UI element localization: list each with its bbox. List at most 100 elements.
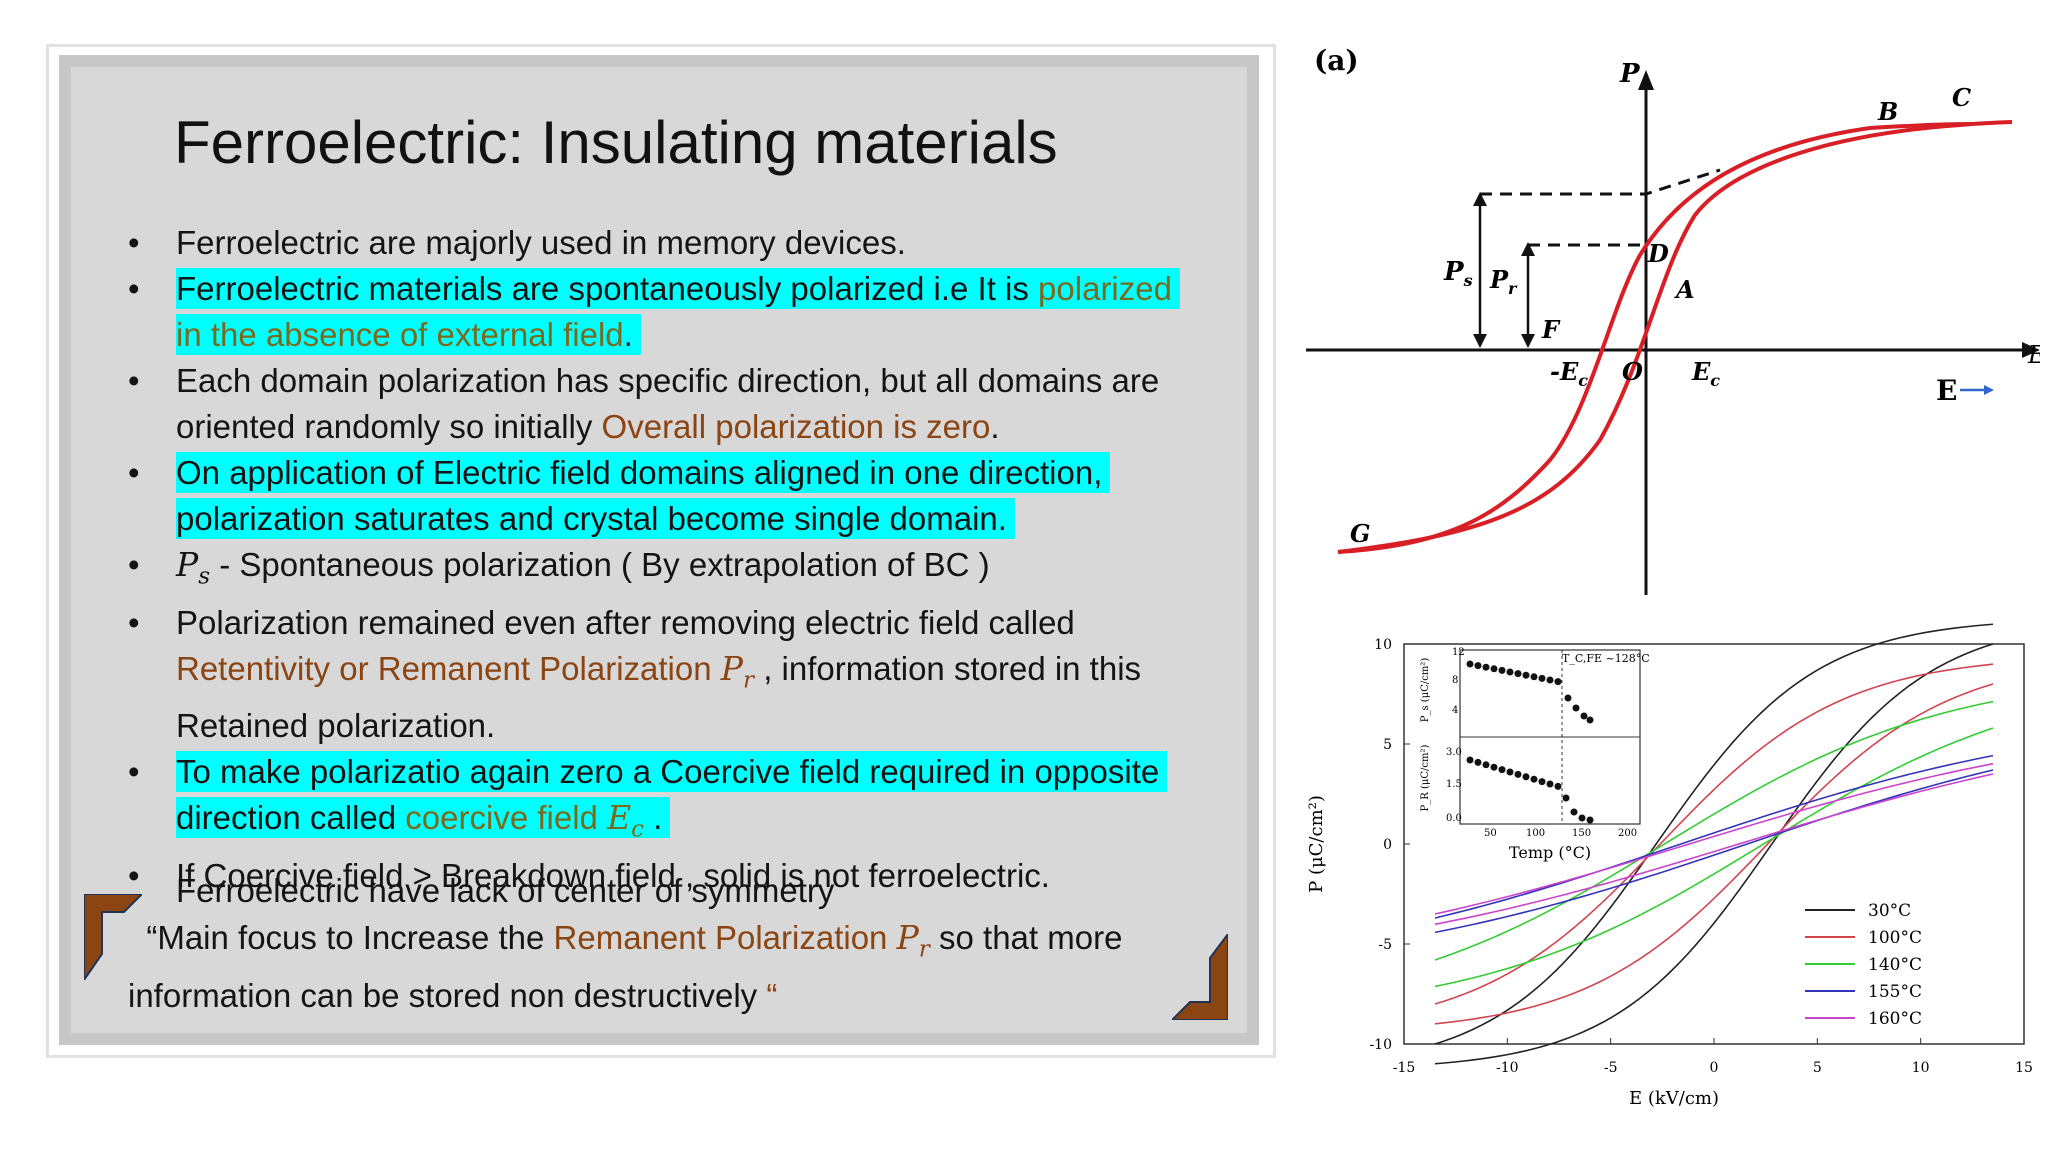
inset-tick: 1.5 (1446, 779, 1462, 790)
e-field-label: E (1936, 374, 1957, 407)
point-f: F (1541, 315, 1561, 344)
bullet-item: Ferroelectric are majorly used in memory… (128, 220, 1188, 266)
bullet-item: If Coercive field > Breakdown field , so… (128, 853, 1188, 899)
series-loop-descending (1434, 700, 1994, 961)
inset-bottom-point (1466, 756, 1474, 764)
point-d: D (1647, 239, 1669, 268)
legend-label: 30°C (1868, 901, 1911, 921)
inset-top-point (1482, 663, 1490, 671)
p-axis-label: P (1619, 59, 1641, 89)
legend-label: 155°C (1868, 982, 1922, 1002)
inset-top-point (1506, 668, 1514, 676)
bullet-list: Ferroelectric are majorly used in memory… (128, 220, 1188, 899)
legend-label: 140°C (1868, 955, 1922, 975)
inset-top-point (1530, 673, 1538, 681)
inset-tick: 4 (1452, 705, 1458, 716)
series-loop-descending (1434, 754, 1994, 919)
inset-top-point (1572, 704, 1580, 712)
inset-top-point (1514, 670, 1522, 678)
inset-bottom-point (1506, 768, 1514, 776)
inset-xtick: 50 (1484, 828, 1497, 839)
x-tick-label: 15 (2015, 1060, 2033, 1076)
inset-top-point (1466, 660, 1474, 668)
series-loop-descending (1434, 623, 1994, 1045)
inset-tick: 0.0 (1446, 813, 1462, 824)
pr-arrowhead-bottom (1521, 334, 1535, 348)
inset-bottom-point (1562, 794, 1570, 802)
series-loop-ascending (1434, 727, 1994, 988)
inset-tick: 3.0 (1446, 747, 1462, 758)
point-c: C (1952, 83, 1971, 112)
pr-label: Pr (1489, 265, 1518, 298)
inset-top-point (1554, 678, 1562, 686)
inset-bottom-point (1586, 816, 1594, 824)
inset-top-ylabel: P_s (μC/cm²) (1420, 658, 1431, 723)
tc-annotation: T_C,FE ~128°C (1562, 652, 1650, 665)
inset-bottom-point (1578, 814, 1586, 822)
bullet-item: Ps - Spontaneous polarization ( By extra… (128, 542, 1188, 600)
saturation-tail (1971, 120, 2013, 126)
inset-bottom-point (1546, 780, 1554, 788)
inset-xtick: 200 (1618, 828, 1637, 839)
inset-top-point (1522, 671, 1530, 679)
inset-top-point (1474, 662, 1482, 670)
corner-bracket-bottom-right (1172, 934, 1228, 1020)
inset-tick: 8 (1452, 675, 1458, 686)
neg-ec-label: -Ec (1550, 357, 1588, 390)
e-axis-label: E (2027, 341, 2040, 369)
y-tick-label: 5 (1383, 737, 1392, 753)
inset-top-point (1498, 666, 1506, 674)
slide-title: Ferroelectric: Insulating materials (174, 109, 1058, 176)
x-axis-label: E (kV/cm) (1629, 1088, 1719, 1109)
series-loop-ascending (1434, 643, 1994, 1065)
hysteresis-diagram: (a) E P Ps Pr D A B C F G O -Ec Ec E (1306, 44, 2040, 595)
e-field-arrowhead (1984, 385, 1994, 395)
e-axis-arrowhead (2022, 342, 2040, 358)
y-tick-label: -5 (1378, 937, 1392, 953)
y-tick-label: 10 (1374, 637, 1392, 653)
point-a: A (1674, 275, 1695, 304)
point-b: B (1877, 97, 1898, 126)
ps-arrowhead-top (1473, 192, 1487, 206)
point-g: G (1350, 519, 1371, 548)
series-loop-ascending (1434, 773, 1994, 926)
bullet-item: Ferroelectric materials are spontaneousl… (128, 266, 1188, 358)
inset-top-point (1538, 674, 1546, 682)
inset-xtick: 150 (1572, 828, 1591, 839)
quote-text: “Main focus to Increase the Remanent Pol… (128, 918, 1123, 1014)
x-tick-label: -15 (1393, 1060, 1416, 1076)
y-tick-label: -10 (1369, 1037, 1392, 1053)
x-tick-label: -5 (1604, 1060, 1618, 1076)
inset-tick: 12 (1452, 647, 1465, 658)
inset-bottom-point (1530, 775, 1538, 783)
inset-top-point (1586, 716, 1594, 724)
ps-arrowhead-bottom (1473, 334, 1487, 348)
inset-bottom-point (1522, 773, 1530, 781)
origin-label: O (1622, 357, 1643, 386)
inset-bottom-point (1498, 766, 1506, 774)
inset-bottom-point (1474, 758, 1482, 766)
p-axis-arrowhead (1638, 70, 1654, 90)
inset-top-point (1564, 694, 1572, 702)
ps-extrapolation-line (1480, 168, 1721, 196)
inset-bottom-point (1538, 778, 1546, 786)
x-tick-label: -10 (1496, 1060, 1519, 1076)
corner-bracket-top-left (84, 894, 142, 980)
hysteresis-upper-branch (1337, 122, 1973, 554)
ps-label: Ps (1443, 257, 1473, 290)
x-tick-label: 10 (1912, 1060, 1930, 1076)
inset-bottom-point (1490, 763, 1498, 771)
inset-bottom-ylabel: P_R (μC/cm²) (1420, 744, 1431, 811)
bullet-item: Polarization remained even after removin… (128, 600, 1188, 750)
legend-label: 160°C (1868, 1009, 1922, 1029)
y-axis-label: P (μC/cm²) (1306, 795, 1327, 893)
x-tick-label: 5 (1813, 1060, 1822, 1076)
legend-label: 100°C (1868, 928, 1922, 948)
bullet-item: To make polarizatio again zero a Coerciv… (128, 749, 1188, 853)
symmetry-note: Ferroelectric have lack of center of sym… (176, 872, 835, 909)
inset-top-point (1580, 712, 1588, 720)
inset-bottom-point (1482, 761, 1490, 769)
inset-xtick: 100 (1526, 828, 1545, 839)
pr-arrowhead-top (1521, 242, 1535, 256)
